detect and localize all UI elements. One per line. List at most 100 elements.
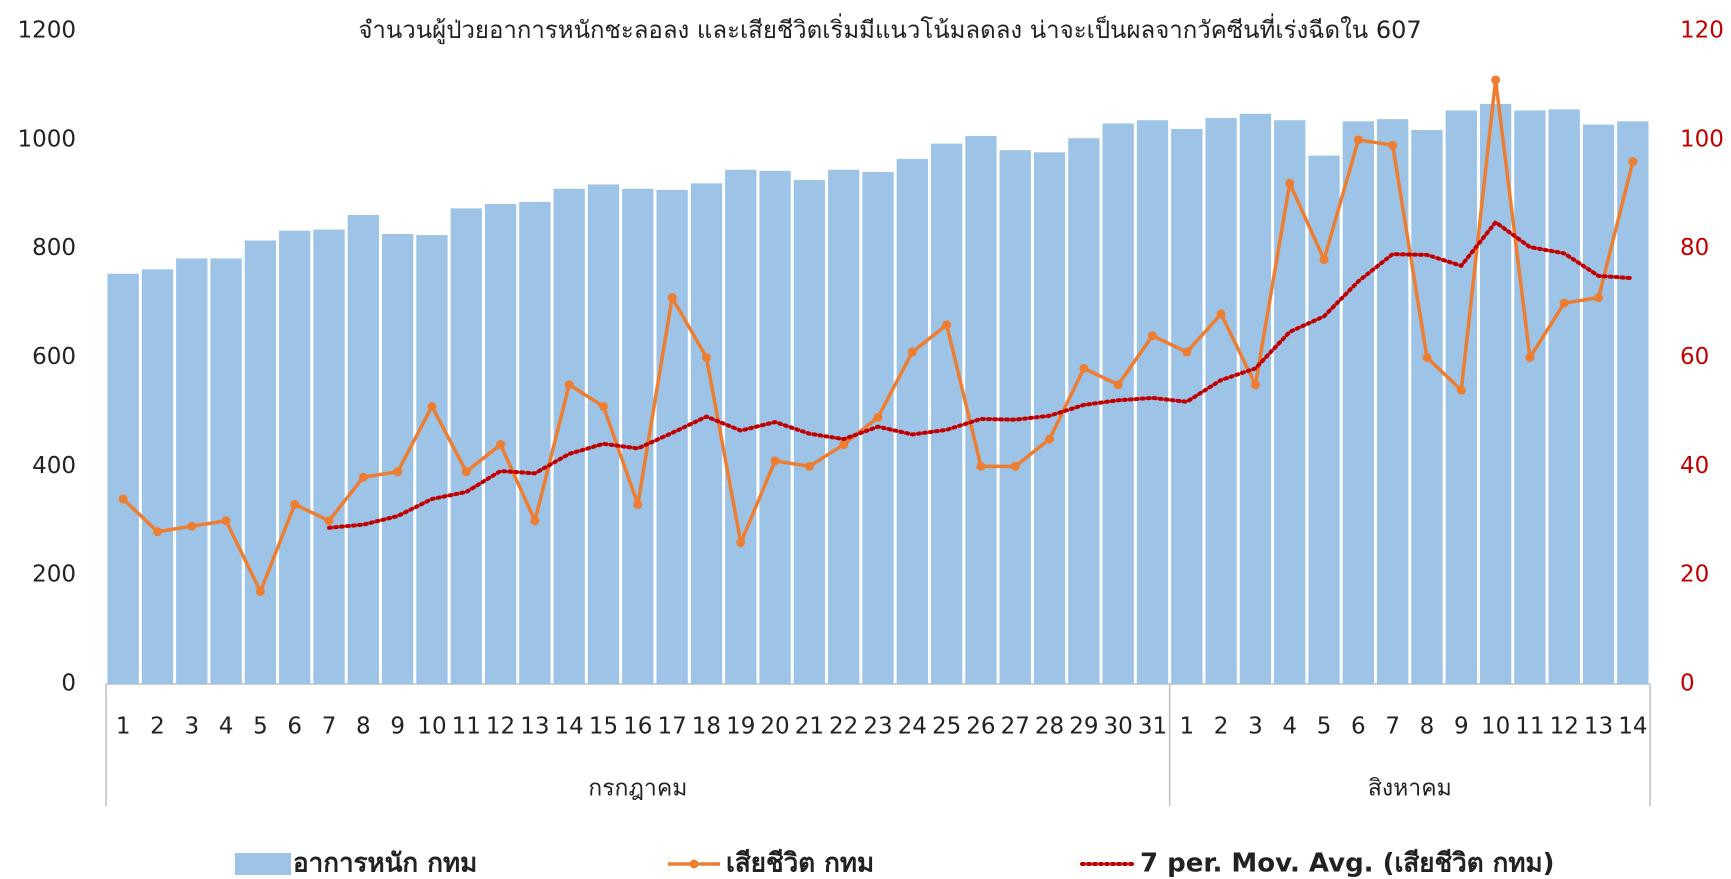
line-marker [907, 347, 917, 357]
line-marker [1456, 385, 1466, 395]
x-tick-label: 24 [898, 714, 927, 740]
line-marker [255, 586, 265, 596]
line-marker [1319, 255, 1329, 265]
bar [381, 233, 414, 684]
line-marker [770, 456, 780, 466]
line-marker [1010, 461, 1020, 471]
y-tick-label: 1000 [17, 126, 76, 152]
line-marker [427, 401, 437, 411]
bar [1582, 124, 1615, 684]
x-tick-label: 3 [184, 714, 199, 740]
group-label: สิงหาคม [1368, 776, 1452, 802]
x-tick-label: 11 [452, 714, 481, 740]
x-tick-label: 7 [322, 714, 337, 740]
line-marker [1559, 298, 1569, 308]
y2-tick-label: 120 [1680, 18, 1724, 44]
x-tick-label: 5 [253, 714, 268, 740]
line-marker [873, 412, 883, 422]
x-tick-label: 31 [1138, 714, 1167, 740]
x-tick-label: 1 [1179, 714, 1194, 740]
line-marker [633, 499, 643, 509]
line-marker [358, 472, 368, 482]
line-marker [324, 516, 334, 526]
y2-tick-label: 80 [1680, 235, 1709, 261]
bar [313, 229, 345, 684]
x-tick-label: 10 [1481, 714, 1510, 740]
line-marker [1182, 347, 1192, 357]
y-tick-label: 400 [32, 453, 76, 479]
line-marker [599, 401, 609, 411]
x-tick-label: 14 [555, 714, 584, 740]
x-tick-label: 7 [1385, 714, 1400, 740]
x-tick-label: 12 [486, 714, 515, 740]
line-marker [804, 461, 814, 471]
line-marker [1628, 157, 1638, 167]
bar [828, 169, 860, 684]
x-tick-label: 30 [1104, 714, 1133, 740]
x-tick-label: 28 [1035, 714, 1064, 740]
x-tick-label: 14 [1618, 714, 1647, 740]
bar [1068, 138, 1100, 685]
x-tick-label: 15 [589, 714, 618, 740]
legend-swatch [689, 859, 699, 869]
y-tick-label: 0 [61, 671, 76, 697]
y2-tick-label: 60 [1680, 344, 1709, 370]
line-marker [942, 320, 952, 330]
line-marker [118, 494, 128, 504]
x-tick-label: 29 [1069, 714, 1098, 740]
x-tick-label: 2 [1214, 714, 1229, 740]
line-marker [221, 516, 231, 526]
x-tick-label: 23 [863, 714, 892, 740]
x-tick-label: 8 [1420, 714, 1435, 740]
line-marker [701, 353, 711, 362]
line-marker [1422, 353, 1432, 362]
x-tick-label: 3 [1248, 714, 1263, 740]
x-tick-label: 12 [1550, 714, 1579, 740]
line-marker [667, 293, 677, 303]
x-tick-label: 9 [390, 714, 405, 740]
x-tick-label: 9 [1454, 714, 1469, 740]
line-marker [1594, 293, 1604, 303]
line-marker [1388, 140, 1398, 150]
line-marker [187, 521, 197, 531]
bar [553, 188, 585, 684]
line-marker [1113, 380, 1123, 390]
x-tick-label: 10 [417, 714, 446, 740]
bar [1479, 103, 1512, 684]
line-marker [461, 467, 471, 477]
y2-tick-label: 0 [1680, 671, 1695, 697]
line-marker [1079, 363, 1089, 373]
x-tick-label: 6 [287, 714, 302, 740]
x-tick-label: 22 [829, 714, 858, 740]
line-marker [1491, 75, 1501, 85]
y-tick-label: 200 [32, 562, 76, 588]
x-tick-label: 11 [1515, 714, 1544, 740]
bar [690, 183, 723, 684]
bar [107, 273, 139, 684]
line-marker [496, 440, 506, 450]
x-tick-label: 19 [726, 714, 755, 740]
y2-tick-label: 40 [1680, 453, 1709, 479]
x-tick-label: 18 [692, 714, 721, 740]
bar [1171, 128, 1203, 684]
y-tick-label: 1200 [17, 18, 76, 44]
moving-average-line [327, 219, 1635, 530]
bar [450, 208, 482, 685]
bar [1514, 110, 1546, 684]
bar [519, 201, 551, 684]
line-marker [1045, 434, 1055, 444]
chart-title: จำนวนผู้ป่วยอาการหนักชะลอลง และเสียชีวิต… [358, 13, 1421, 45]
y-tick-label: 600 [32, 344, 76, 370]
bar [210, 258, 242, 684]
line-marker [530, 516, 540, 526]
bar [1548, 109, 1580, 685]
x-tick-label: 6 [1351, 714, 1366, 740]
bar [1445, 110, 1477, 684]
x-tick-label: 27 [1001, 714, 1030, 740]
legend-swatch [235, 853, 291, 875]
bar [141, 269, 174, 684]
bar [1308, 155, 1340, 685]
line-marker [564, 380, 574, 390]
x-tick-label: 8 [356, 714, 371, 740]
